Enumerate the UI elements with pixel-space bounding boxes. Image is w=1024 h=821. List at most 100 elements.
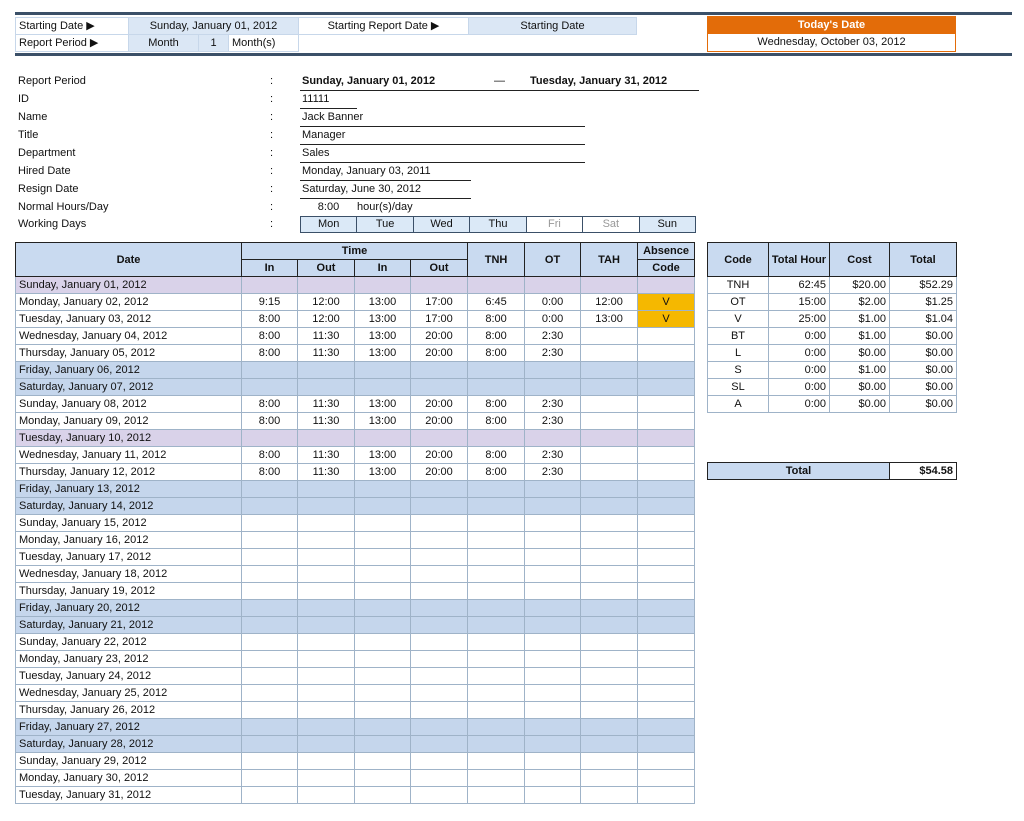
- tah-cell[interactable]: [580, 633, 639, 651]
- in-2-cell[interactable]: [354, 531, 411, 549]
- tnh-cell[interactable]: 6:45: [467, 293, 526, 311]
- ot-cell[interactable]: [524, 616, 582, 634]
- absence-code-cell[interactable]: [637, 718, 696, 736]
- absence-code-cell[interactable]: [637, 463, 696, 481]
- tnh-cell[interactable]: [467, 769, 526, 787]
- working-day-mon[interactable]: Mon: [300, 216, 358, 233]
- absence-code-cell[interactable]: [637, 446, 696, 464]
- in-2-cell[interactable]: [354, 548, 411, 566]
- absence-code-cell[interactable]: [637, 599, 696, 617]
- ot-cell[interactable]: 2:30: [524, 463, 582, 481]
- out-2-cell[interactable]: [409, 599, 469, 617]
- tah-cell[interactable]: [580, 378, 639, 396]
- in-2-cell[interactable]: 13:00: [354, 327, 411, 345]
- tah-cell[interactable]: [580, 718, 639, 736]
- tnh-cell[interactable]: [467, 429, 526, 447]
- working-day-wed[interactable]: Wed: [412, 216, 471, 233]
- out-2-cell[interactable]: [409, 582, 469, 600]
- out-2-cell[interactable]: [409, 514, 469, 532]
- in-2-cell[interactable]: [354, 718, 411, 736]
- in-1-cell[interactable]: 8:00: [241, 463, 298, 481]
- info-value[interactable]: Sales: [300, 144, 585, 163]
- in-2-cell[interactable]: [354, 429, 411, 447]
- absence-code-cell[interactable]: [637, 480, 696, 498]
- in-2-cell[interactable]: [354, 378, 411, 396]
- out-1-cell[interactable]: [297, 514, 355, 532]
- absence-code-cell[interactable]: [637, 548, 696, 566]
- out-2-cell[interactable]: [409, 633, 469, 651]
- in-1-cell[interactable]: 8:00: [241, 395, 298, 413]
- tnh-cell[interactable]: [467, 735, 526, 753]
- ot-cell[interactable]: [524, 633, 582, 651]
- in-1-cell[interactable]: 8:00: [241, 446, 298, 464]
- tah-cell[interactable]: 12:00: [580, 293, 639, 311]
- tah-cell[interactable]: [580, 786, 639, 804]
- starting-report-date-field[interactable]: Starting Date: [468, 17, 637, 35]
- in-2-cell[interactable]: [354, 735, 411, 753]
- info-value[interactable]: Monday, January 03, 2011: [300, 162, 471, 181]
- tnh-cell[interactable]: 8:00: [467, 344, 526, 362]
- out-1-cell[interactable]: [297, 769, 355, 787]
- in-1-cell[interactable]: [241, 599, 298, 617]
- out-2-cell[interactable]: [409, 497, 469, 515]
- out-1-cell[interactable]: [297, 667, 355, 685]
- absence-code-cell[interactable]: [637, 276, 696, 294]
- ot-cell[interactable]: [524, 650, 582, 668]
- out-2-cell[interactable]: [409, 565, 469, 583]
- absence-code-cell[interactable]: [637, 650, 696, 668]
- ot-cell[interactable]: [524, 531, 582, 549]
- out-2-cell[interactable]: [409, 735, 469, 753]
- tnh-cell[interactable]: 8:00: [467, 412, 526, 430]
- out-1-cell[interactable]: [297, 650, 355, 668]
- out-1-cell[interactable]: [297, 429, 355, 447]
- tnh-cell[interactable]: [467, 361, 526, 379]
- in-1-cell[interactable]: [241, 616, 298, 634]
- tnh-cell[interactable]: 8:00: [467, 463, 526, 481]
- ot-cell[interactable]: [524, 667, 582, 685]
- tah-cell[interactable]: [580, 446, 639, 464]
- absence-code-cell[interactable]: [637, 701, 696, 719]
- tah-cell[interactable]: [580, 514, 639, 532]
- out-1-cell[interactable]: [297, 718, 355, 736]
- in-2-cell[interactable]: 13:00: [354, 395, 411, 413]
- out-2-cell[interactable]: [409, 378, 469, 396]
- normal-hours-value[interactable]: 8:00: [317, 201, 340, 213]
- tnh-cell[interactable]: [467, 650, 526, 668]
- working-day-tue[interactable]: Tue: [356, 216, 414, 233]
- out-1-cell[interactable]: [297, 786, 355, 804]
- out-1-cell[interactable]: [297, 565, 355, 583]
- tah-cell[interactable]: [580, 616, 639, 634]
- starting-date-field[interactable]: Sunday, January 01, 2012: [128, 17, 299, 35]
- ot-cell[interactable]: 2:30: [524, 327, 582, 345]
- out-2-cell[interactable]: 20:00: [409, 344, 469, 362]
- absence-code-cell[interactable]: [637, 684, 696, 702]
- ot-cell[interactable]: [524, 565, 582, 583]
- out-1-cell[interactable]: [297, 735, 355, 753]
- out-2-cell[interactable]: 20:00: [409, 412, 469, 430]
- out-2-cell[interactable]: [409, 480, 469, 498]
- period-unit-field[interactable]: Month: [128, 34, 199, 52]
- tnh-cell[interactable]: [467, 378, 526, 396]
- tah-cell[interactable]: [580, 497, 639, 515]
- in-2-cell[interactable]: [354, 616, 411, 634]
- out-2-cell[interactable]: 20:00: [409, 327, 469, 345]
- absence-code-cell[interactable]: [637, 667, 696, 685]
- in-1-cell[interactable]: 8:00: [241, 412, 298, 430]
- in-1-cell[interactable]: [241, 429, 298, 447]
- in-1-cell[interactable]: [241, 769, 298, 787]
- in-2-cell[interactable]: [354, 361, 411, 379]
- out-1-cell[interactable]: 11:30: [297, 412, 355, 430]
- out-1-cell[interactable]: [297, 361, 355, 379]
- in-1-cell[interactable]: [241, 361, 298, 379]
- tah-cell[interactable]: [580, 684, 639, 702]
- tnh-cell[interactable]: 8:00: [467, 327, 526, 345]
- tnh-cell[interactable]: 8:00: [467, 395, 526, 413]
- in-2-cell[interactable]: [354, 497, 411, 515]
- period-count-field[interactable]: 1: [198, 34, 229, 52]
- tah-cell[interactable]: [580, 531, 639, 549]
- tah-cell[interactable]: [580, 582, 639, 600]
- out-2-cell[interactable]: [409, 718, 469, 736]
- ot-cell[interactable]: [524, 735, 582, 753]
- ot-cell[interactable]: 0:00: [524, 310, 582, 328]
- ot-cell[interactable]: [524, 582, 582, 600]
